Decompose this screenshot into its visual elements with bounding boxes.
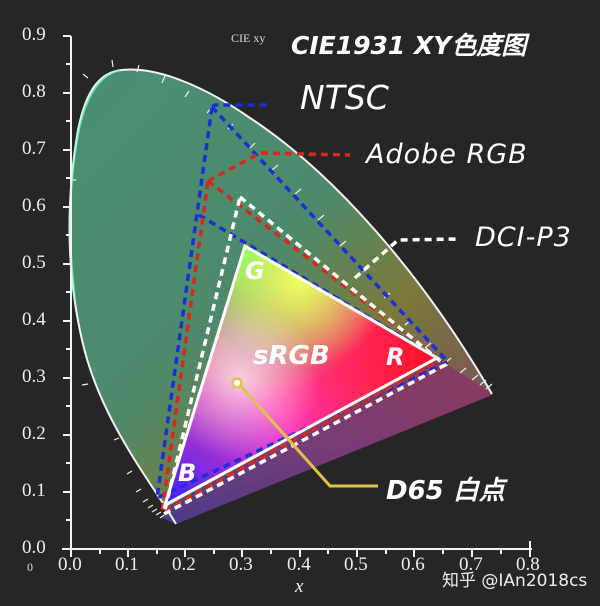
y-tick-label: 0.3 (22, 366, 46, 387)
y-tick-label: 0.5 (22, 252, 46, 273)
srgb-gamut (162, 243, 441, 509)
adobe-rgb-label: Adobe RGB (366, 139, 528, 170)
dci-p3-label: DCI-P3 (475, 222, 572, 253)
x-tick-label: 0.6 (401, 554, 425, 575)
x-tick-label: 0.7 (459, 554, 483, 575)
ntsc-leader-line (211, 103, 270, 109)
page-title: CIE1931 XY色度图 (291, 31, 527, 60)
x-axis-label: x (295, 576, 304, 597)
dci-p3-gamut (161, 193, 449, 518)
y-tick-label: 0.7 (22, 138, 46, 159)
vertex-b-label: B (178, 459, 197, 487)
x-tick-label: 0.3 (229, 554, 253, 575)
y-tick-label: 0.6 (22, 195, 46, 216)
dci-p3-leader-line (353, 237, 461, 280)
origin-label: 0 (27, 560, 33, 574)
x-tick-label: 0.8 (516, 554, 540, 575)
x-tick-label: 0.4 (287, 554, 311, 575)
y-tick-label: 0.1 (22, 480, 46, 501)
ntsc-label: NTSC (300, 78, 389, 117)
y-tick-label: 0.0 (22, 537, 46, 558)
adobe-rgb-gamut (159, 177, 444, 516)
d65-point (231, 377, 243, 389)
y-tick-label: 0.2 (22, 423, 46, 444)
x-tick-label: 0.2 (172, 554, 196, 575)
cie-xy-label: CIE xy (231, 31, 266, 45)
vertex-g-label: G (245, 257, 265, 285)
vertex-r-label: R (386, 343, 405, 371)
srgb-label: sRGB (253, 341, 330, 371)
x-tick-label: 0.0 (58, 554, 82, 575)
purple-region (165, 358, 490, 524)
y-tick-label: 0.9 (22, 24, 46, 45)
axes (62, 35, 532, 557)
d65-label: D65 白点 (386, 476, 505, 506)
x-tick-label: 0.5 (344, 554, 368, 575)
y-tick-label: 0.8 (22, 81, 46, 102)
watermark: 知乎 @IAn2018cs (442, 571, 588, 591)
y-tick-label: 0.4 (22, 309, 46, 330)
x-tick-label: 0.1 (115, 554, 139, 575)
d65-leader-line (236, 382, 378, 488)
locus-outline (68, 68, 493, 525)
